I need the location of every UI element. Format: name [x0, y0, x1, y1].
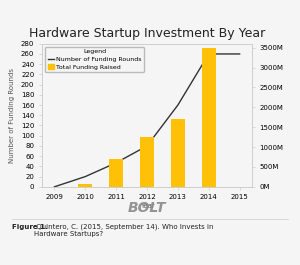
Bar	[140, 137, 154, 187]
Text: Figure 1.: Figure 1.	[12, 224, 48, 230]
Y-axis label: Number of Funding Rounds: Number of Funding Rounds	[9, 68, 15, 163]
Title: Hardware Startup Investment By Year: Hardware Startup Investment By Year	[29, 27, 265, 40]
Bar	[171, 119, 185, 187]
X-axis label: Year: Year	[140, 203, 154, 209]
Bar	[109, 159, 123, 187]
Legend: Number of Funding Rounds, Total Funding Raised: Number of Funding Rounds, Total Funding …	[45, 47, 144, 72]
Bar	[78, 184, 92, 187]
Text: Quintero, C. (2015, September 14). Who Invests in
Hardware Startups?: Quintero, C. (2015, September 14). Who I…	[34, 224, 214, 237]
Text: BOLT: BOLT	[128, 201, 166, 215]
Bar	[202, 48, 216, 187]
